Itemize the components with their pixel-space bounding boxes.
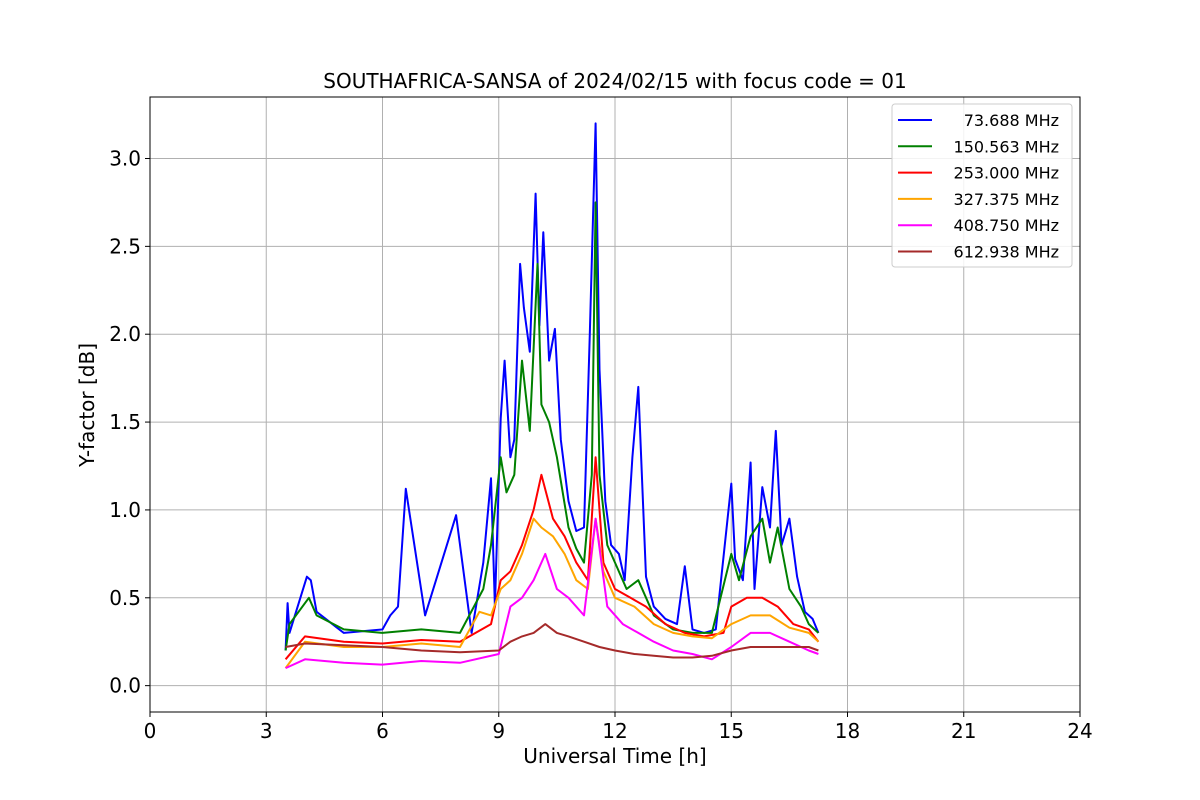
y-tick-label: 2.0 (109, 322, 141, 346)
legend: 73.688 MHz 150.563 MHz 253.000 MHz 327.375 … (891, 103, 1073, 268)
series-layer (284, 122, 820, 670)
x-tick-label: 3 (260, 719, 273, 743)
legend-label-5: 612.938 MHz (954, 243, 1059, 262)
y-tick-label: 1.0 (109, 498, 141, 522)
legend-label-3: 327.375 MHz (954, 190, 1059, 209)
x-tick-label: 12 (602, 719, 627, 743)
x-tick-label: 24 (1067, 719, 1092, 743)
legend-box (891, 103, 1073, 268)
x-tick-label: 0 (144, 719, 157, 743)
series-line-0 (284, 122, 820, 651)
y-axis: 0.0 0.5 1.0 1.5 2.0 2.5 3.0 (109, 147, 150, 698)
chart-title: SOUTHAFRICA-SANSA of 2024/02/15 with foc… (323, 69, 907, 93)
y-tick-label: 3.0 (109, 147, 141, 171)
series-line-1 (284, 201, 820, 651)
x-tick-label: 18 (835, 719, 860, 743)
x-axis-label: Universal Time [h] (523, 744, 706, 768)
series-line-5 (285, 623, 819, 659)
x-tick-label: 21 (951, 719, 976, 743)
x-tick-label: 9 (492, 719, 505, 743)
y-tick-label: 1.5 (109, 410, 141, 434)
series-line-4 (285, 517, 819, 670)
y-tick-label: 2.5 (109, 234, 141, 258)
y-tick-label: 0.0 (109, 674, 141, 698)
x-tick-label: 6 (376, 719, 389, 743)
legend-label-0: 73.688 MHz (964, 111, 1059, 130)
x-axis: 0 3 6 9 12 15 18 21 24 (144, 712, 1093, 743)
legend-label-2: 253.000 MHz (954, 164, 1059, 183)
y-axis-label: Y-factor [dB] (75, 343, 99, 468)
series-line-3 (284, 517, 820, 669)
legend-label-1: 150.563 MHz (954, 137, 1059, 156)
y-tick-label: 0.5 (109, 586, 141, 610)
x-tick-label: 15 (719, 719, 744, 743)
legend-label-4: 408.750 MHz (954, 216, 1059, 235)
